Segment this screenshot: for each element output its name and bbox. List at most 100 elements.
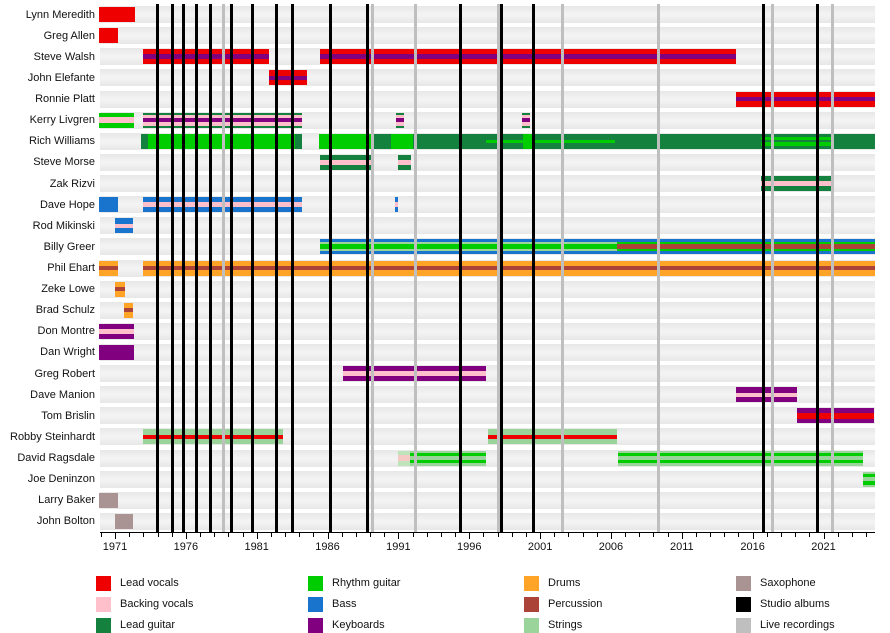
role-stripe-lead_guitar — [761, 140, 832, 143]
role-stripe-keyboards — [320, 54, 736, 60]
timeline-bar — [395, 112, 405, 128]
x-axis-minor-tick — [809, 533, 811, 537]
timeline-bar — [832, 133, 875, 149]
role-stripe-rhythm_guitar — [99, 123, 135, 128]
timeline-bar — [143, 260, 875, 276]
x-axis-major-tick — [256, 533, 258, 539]
row-band — [100, 386, 875, 404]
legend-swatch-percussion — [524, 597, 539, 612]
role-stripe-strings — [410, 450, 487, 453]
timeline-bar — [761, 133, 832, 149]
x-axis-tick-label: 2021 — [811, 541, 836, 553]
row-band — [100, 90, 875, 108]
x-axis-minor-tick — [299, 533, 301, 537]
role-stripe-rhythm_guitar — [319, 133, 375, 149]
role-stripe-keyboards — [99, 333, 135, 339]
studio-album-line — [275, 4, 279, 532]
member-label: Phil Ehart — [47, 262, 95, 274]
row-band — [100, 365, 875, 383]
x-axis-tick-label: 2011 — [669, 541, 694, 553]
role-stripe-strings — [863, 484, 875, 487]
member-label: Larry Baker — [38, 494, 95, 507]
member-label: Kerry Livgren — [29, 114, 95, 127]
row-band — [100, 280, 875, 298]
timeline-bar — [521, 112, 531, 128]
role-stripe-lead_vocals — [269, 80, 307, 86]
timeline-bar — [398, 450, 411, 466]
row-band — [100, 512, 875, 530]
row-band — [100, 491, 875, 509]
row-band — [100, 153, 875, 171]
role-stripe-strings — [410, 463, 487, 466]
role-stripe-lead_guitar — [395, 112, 405, 115]
member-label: Greg Robert — [34, 367, 95, 380]
legend-swatch-studio_albums — [736, 597, 751, 612]
x-axis-tick-label: 2006 — [598, 541, 624, 553]
timeline-bar — [319, 133, 375, 149]
timeline-bar — [735, 387, 797, 403]
studio-album-line — [181, 4, 185, 532]
role-stripe-bass — [394, 197, 399, 203]
role-stripe-lead_vocals — [320, 49, 736, 55]
x-axis-minor-tick — [228, 533, 230, 537]
legend-label-backing_vocals: Backing vocals — [120, 598, 194, 610]
role-stripe-rhythm_guitar — [410, 460, 487, 464]
role-stripe-bass — [115, 218, 134, 224]
live-recording-line — [221, 4, 225, 532]
timeline-bar — [796, 408, 875, 424]
role-stripe-lead_guitar — [761, 145, 832, 149]
x-axis-minor-tick — [851, 533, 853, 537]
legend-label-drums: Drums — [548, 577, 581, 589]
role-stripe-saxophone — [99, 492, 118, 508]
timeline-bar — [99, 112, 135, 128]
role-stripe-lead_guitar — [374, 133, 392, 149]
x-axis-minor-tick — [157, 533, 159, 537]
role-stripe-keyboards — [99, 344, 135, 360]
row-band — [100, 322, 875, 340]
x-axis-minor-tick — [129, 533, 131, 537]
x-axis-tick-label: 1976 — [173, 541, 199, 553]
timeline-bar — [394, 197, 399, 213]
row-band — [100, 407, 875, 425]
x-axis-minor-tick — [214, 533, 216, 537]
timeline-bar — [99, 323, 135, 339]
role-stripe-drums — [143, 270, 875, 276]
role-stripe-drums — [99, 260, 118, 266]
timeline-bar — [735, 91, 875, 107]
role-stripe-backing_pale — [398, 454, 411, 462]
member-label: Don Montre — [37, 325, 95, 338]
timeline-bar — [391, 133, 413, 149]
role-stripe-lead_guitar — [294, 133, 303, 149]
role-stripe-lead_guitar — [140, 133, 148, 149]
role-stripe-keyboards — [796, 419, 875, 424]
live-recording-line — [496, 4, 500, 532]
role-stripe-drums — [143, 260, 875, 266]
x-axis-minor-tick — [866, 533, 867, 537]
legend-swatch-saxophone — [736, 576, 751, 591]
row-band — [100, 175, 875, 193]
x-axis-minor-tick — [384, 533, 386, 537]
x-axis-minor-tick — [738, 533, 740, 537]
role-stripe-rhythm_guitar — [391, 133, 413, 149]
role-stripe-rhythm_guitar — [863, 481, 875, 485]
role-stripe-drums — [115, 281, 125, 287]
role-stripe-rhythm_guitar — [320, 244, 617, 250]
role-stripe-strings — [618, 463, 864, 466]
x-axis-minor-tick — [483, 533, 485, 537]
timeline-bar — [487, 429, 617, 445]
timeline-bar — [523, 133, 533, 149]
timeline-bar — [486, 133, 524, 149]
role-stripe-backing_vocals — [761, 181, 832, 186]
studio-album-line — [531, 4, 535, 532]
studio-album-line — [328, 4, 332, 532]
member-label: Steve Walsh — [33, 50, 95, 63]
legend-swatch-keyboards — [308, 618, 323, 633]
studio-album-line — [229, 4, 233, 532]
role-stripe-lead_guitar — [761, 185, 832, 192]
role-stripe-lead_vocals — [143, 49, 270, 55]
role-stripe-lead_vocals — [735, 101, 875, 107]
studio-album-line — [194, 4, 198, 532]
timeline-bar — [99, 344, 135, 360]
legend-label-studio_albums: Studio albums — [760, 598, 830, 610]
